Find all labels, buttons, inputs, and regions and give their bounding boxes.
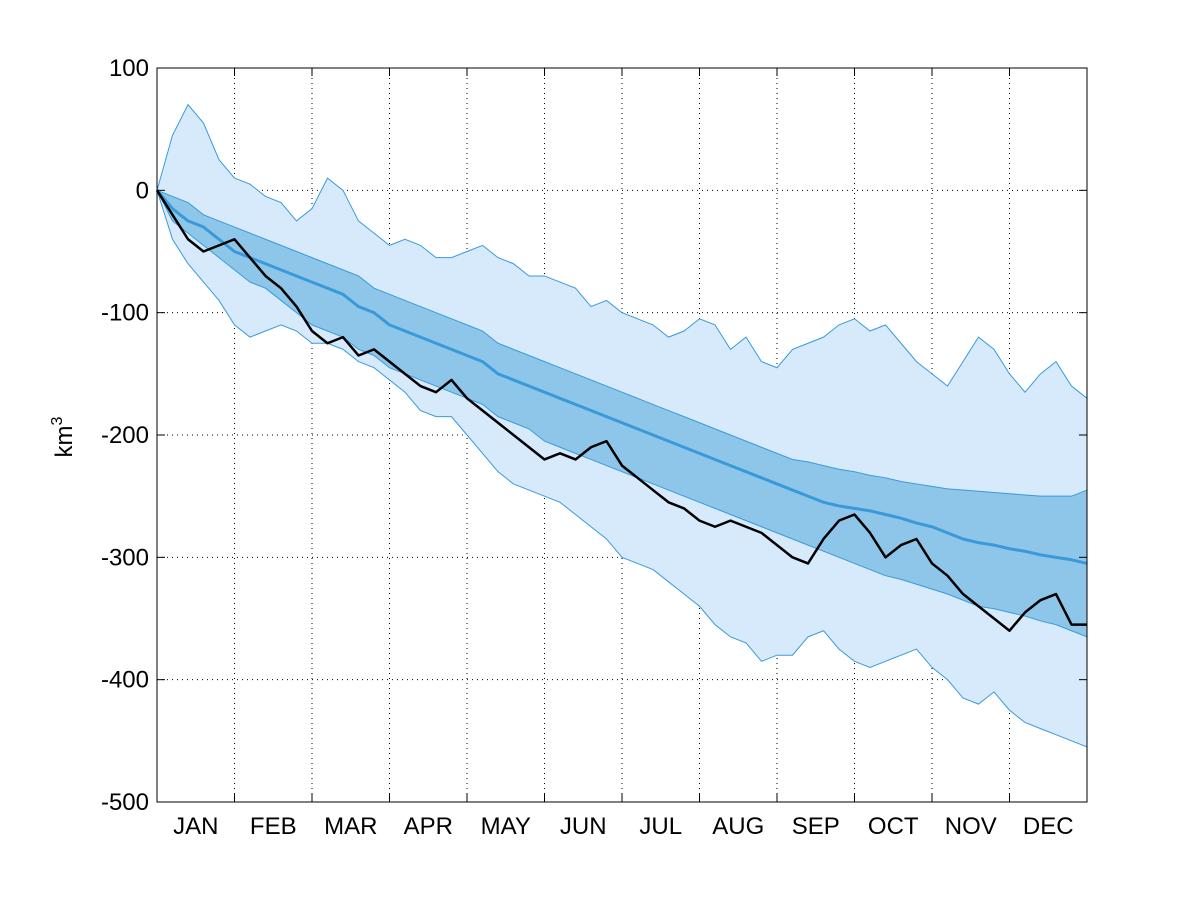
y-tick-label: 0 <box>136 177 149 204</box>
y-axis-label-superscript: 3 <box>49 416 66 425</box>
y-axis-label-base: km <box>51 425 78 457</box>
x-tick-label: NOV <box>945 813 997 840</box>
x-tick-label: JUL <box>639 813 682 840</box>
median-line <box>155 189 1088 565</box>
bands-layer <box>156 103 1088 748</box>
x-tick-label: FEB <box>250 813 297 840</box>
y-axis-label: km3 <box>49 416 78 457</box>
inner-band <box>157 190 1087 637</box>
outer-band-upper-edge <box>156 103 1088 399</box>
x-tick-label: DEC <box>1023 813 1074 840</box>
y-tick-label: 100 <box>109 55 149 82</box>
x-tick-label: JAN <box>173 813 218 840</box>
inner-band-upper-edge <box>156 189 1088 497</box>
x-tick-label: SEP <box>792 813 840 840</box>
y-tick-label: -200 <box>101 422 149 449</box>
inner-band-lower-edge <box>156 190 1088 638</box>
x-axis-ticks: JAN FEB MAR APR MAY JUN JUL AUG SEP OCT NOV DEC <box>173 68 1074 840</box>
x-tick-label: APR <box>404 813 453 840</box>
x-tick-label: MAR <box>324 813 377 840</box>
x-tick-label: OCT <box>868 813 919 840</box>
y-tick-label: -300 <box>101 544 149 571</box>
x-tick-label: MAY <box>481 813 531 840</box>
y-tick-label: -100 <box>101 300 149 327</box>
x-tick-label: JUN <box>560 813 607 840</box>
outer-band-lower-edge <box>156 190 1088 748</box>
y-tick-label: -500 <box>101 789 149 816</box>
x-tick-label: AUG <box>712 813 764 840</box>
y-axis-ticks: 100 0 -100 -200 -300 -400 -500 <box>101 55 1087 816</box>
lines-layer <box>155 189 1088 632</box>
y-tick-label: -400 <box>101 667 149 694</box>
observed-line <box>155 189 1087 632</box>
